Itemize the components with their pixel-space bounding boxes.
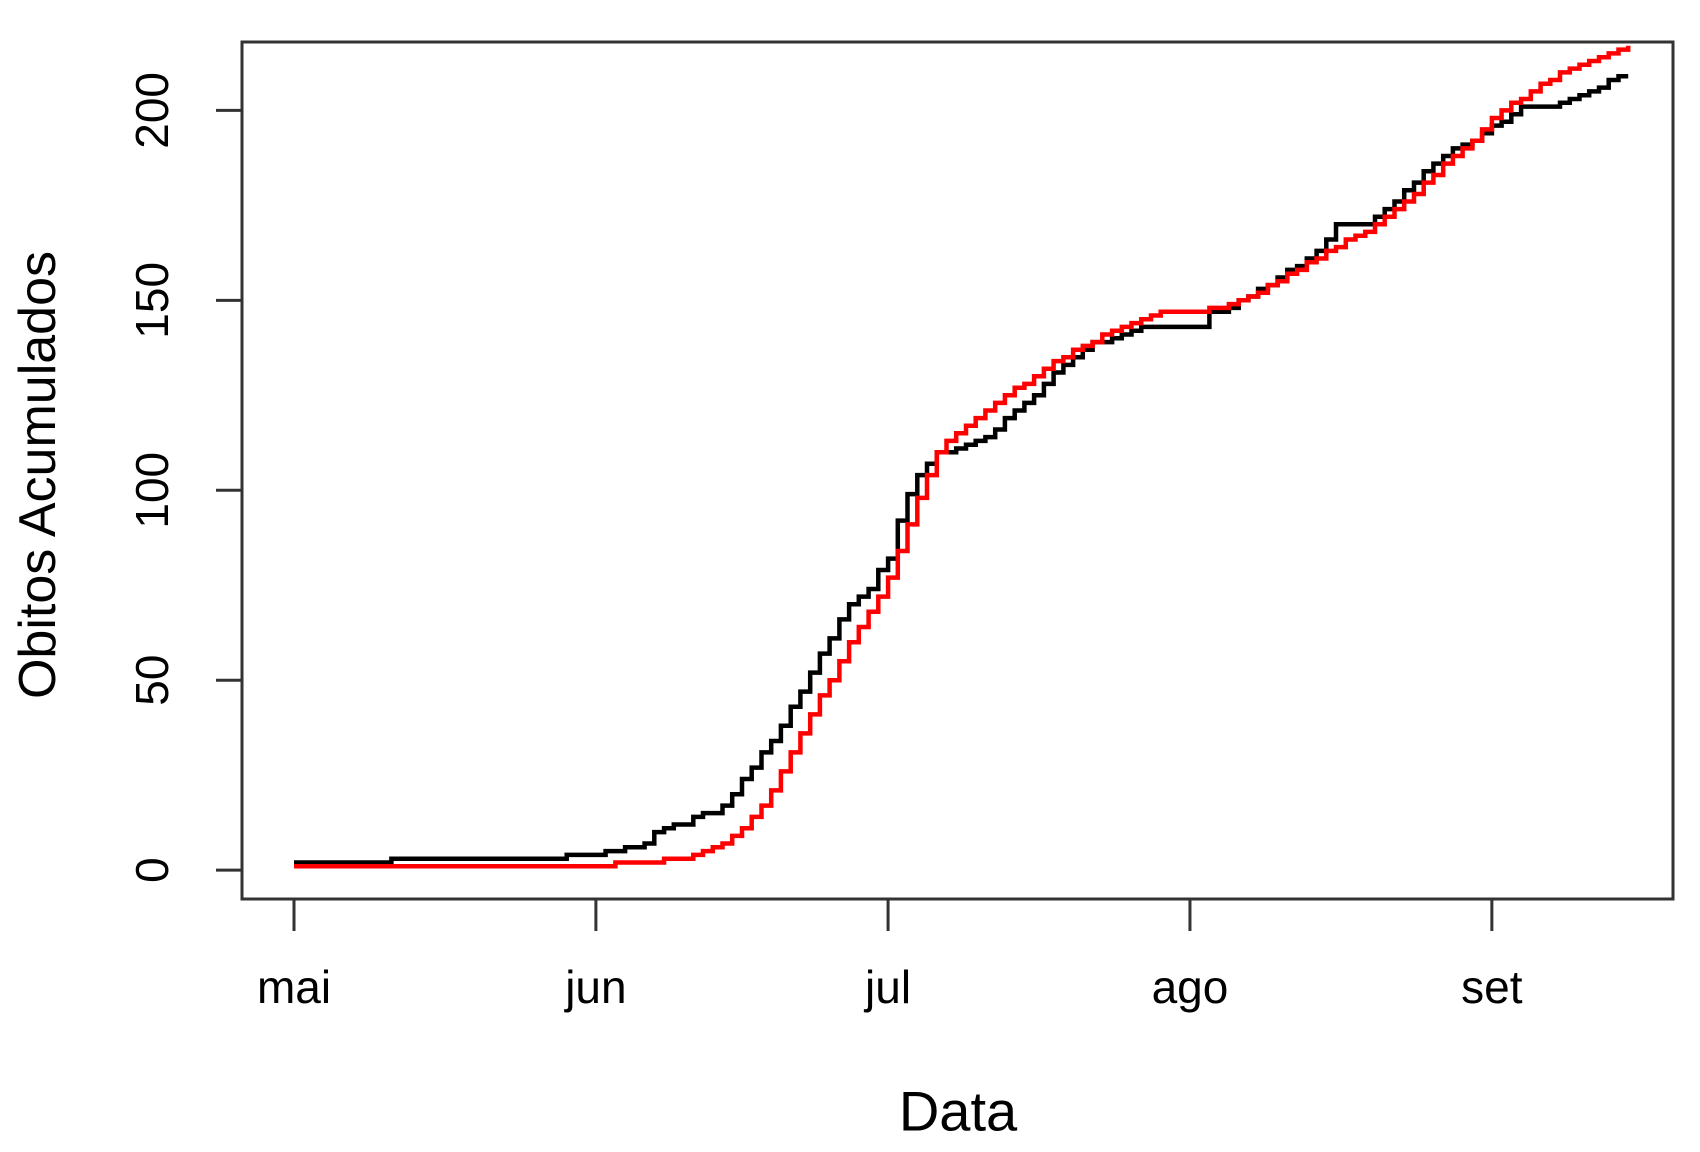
x-tick-label: jun bbox=[563, 961, 626, 1013]
plot-border bbox=[240, 40, 1675, 901]
x-tick-label: jul bbox=[863, 961, 911, 1013]
series-red-line bbox=[294, 45, 1631, 869]
y-tick-label: 200 bbox=[126, 72, 178, 149]
x-axis-title: Data bbox=[898, 1079, 1018, 1143]
y-tick-label: 150 bbox=[126, 262, 178, 339]
x-tick-label: ago bbox=[1152, 961, 1229, 1013]
y-tick-label: 100 bbox=[126, 452, 178, 529]
y-tick-label: 0 bbox=[126, 857, 178, 883]
x-tick-label: mai bbox=[257, 961, 331, 1013]
y-axis-title: Obitos Acumulados bbox=[9, 250, 67, 700]
series-black-line bbox=[294, 73, 1629, 865]
y-tick-label: 50 bbox=[126, 655, 178, 706]
x-tick-label: set bbox=[1461, 961, 1523, 1013]
